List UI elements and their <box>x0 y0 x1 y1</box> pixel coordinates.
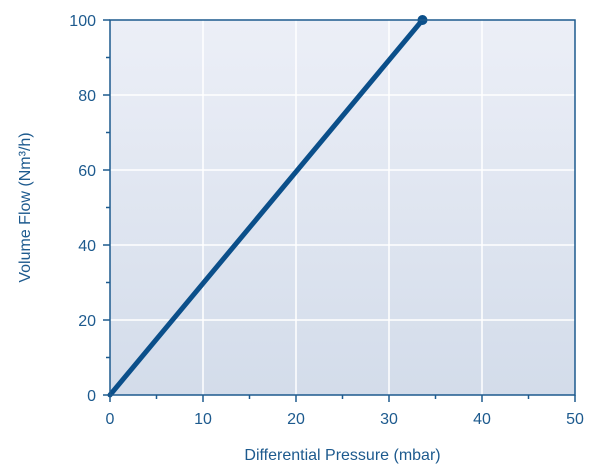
series-line <box>107 17 425 398</box>
x-tick-label: 30 <box>380 411 398 428</box>
x-tick-label: 50 <box>566 411 584 428</box>
y-tick-label: 40 <box>78 238 96 255</box>
x-tick-label: 40 <box>473 411 491 428</box>
plot-area <box>110 20 575 395</box>
y-tick-label: 0 <box>87 388 96 405</box>
axes <box>103 19 576 402</box>
x-tick-label: 0 <box>106 411 115 428</box>
tick-labels: 0 10 20 30 40 50 0 20 40 60 80 100 <box>69 13 584 428</box>
grid <box>110 20 575 395</box>
x-tick-label: 10 <box>194 411 212 428</box>
y-tick-label: 20 <box>78 313 96 330</box>
x-tick-label: 20 <box>287 411 305 428</box>
y-axis-title: Volume Flow (Nm³/h) <box>17 132 34 282</box>
x-axis-title: Differential Pressure (mbar) <box>244 447 440 464</box>
y-tick-label: 80 <box>78 88 96 105</box>
y-tick-label: 60 <box>78 163 96 180</box>
y-tick-label: 100 <box>69 13 96 30</box>
